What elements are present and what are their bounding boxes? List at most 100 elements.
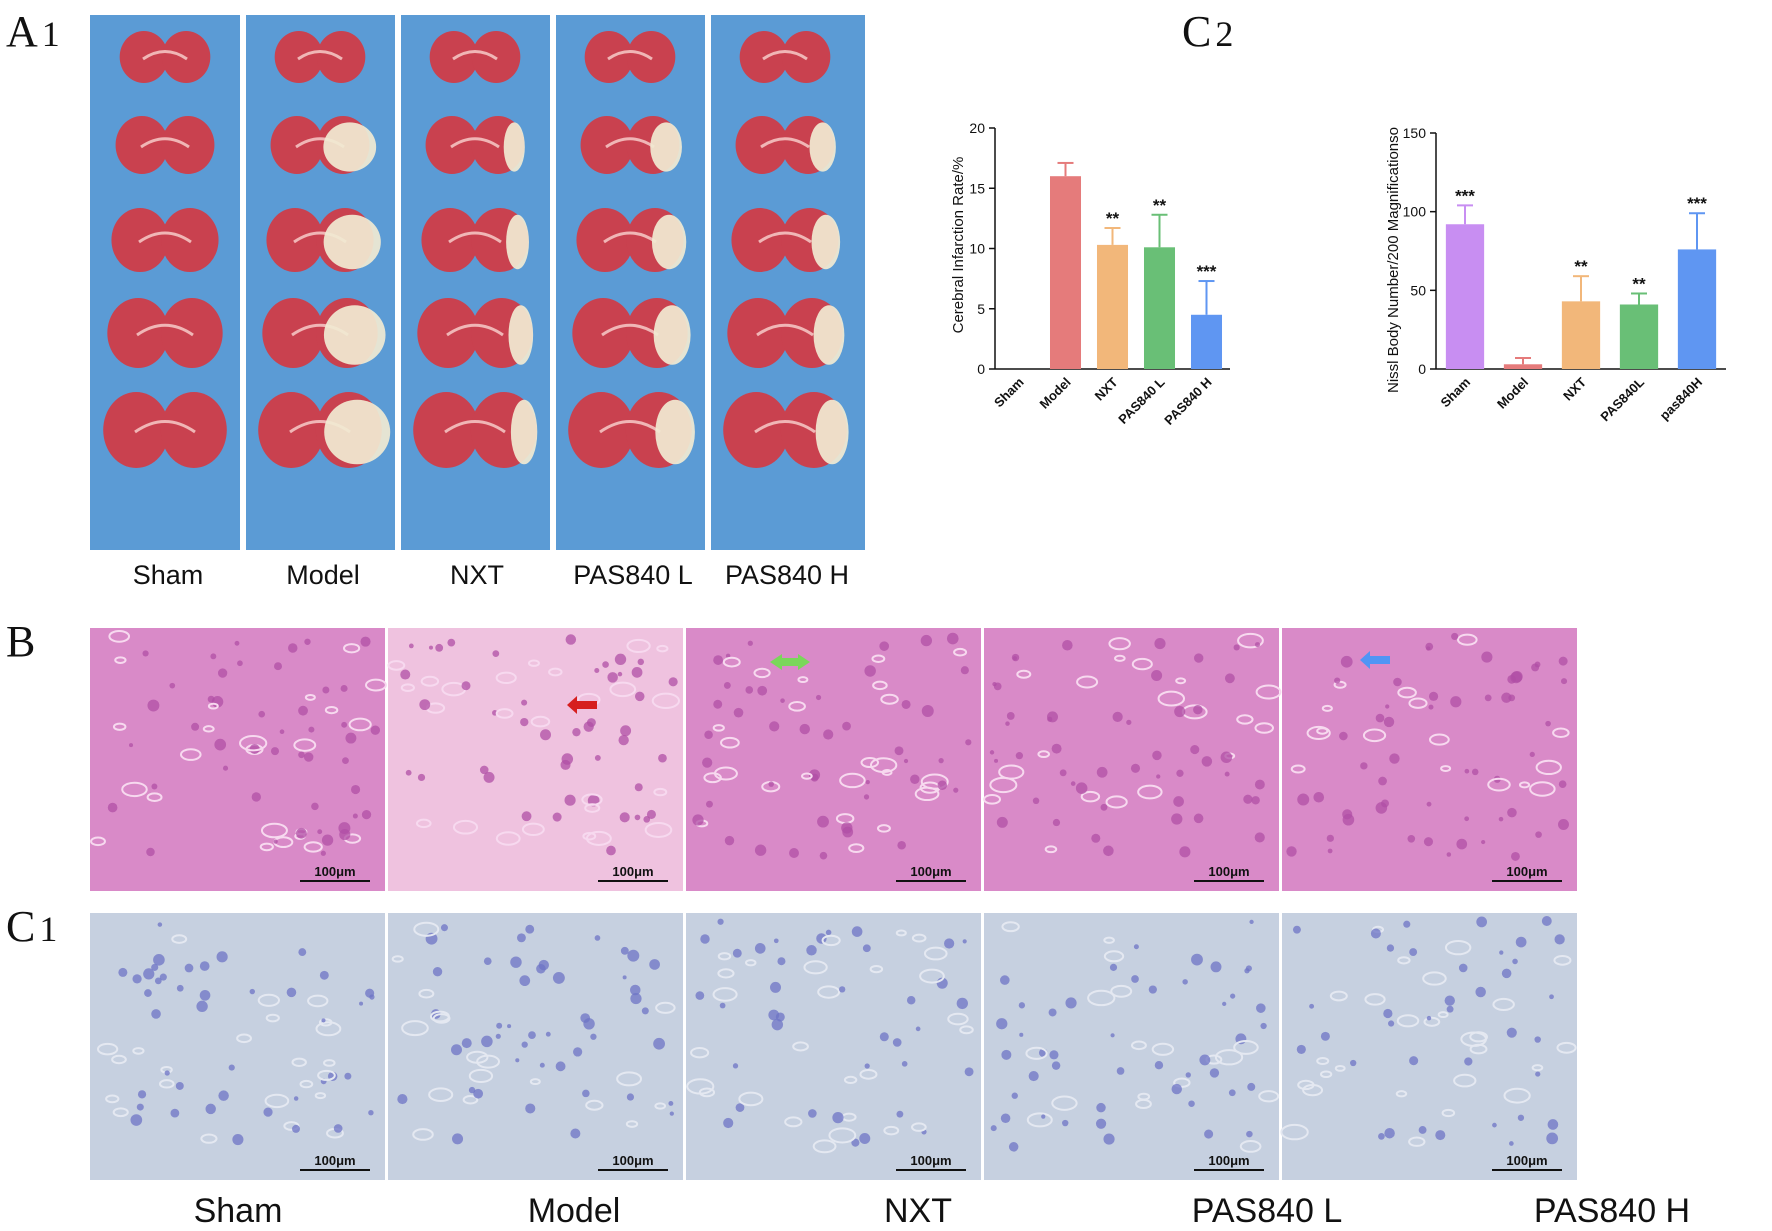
vacuole <box>839 772 866 789</box>
cell-nucleus <box>1342 809 1353 820</box>
cell-nucleus <box>879 1032 889 1042</box>
brain-slice <box>107 298 223 368</box>
vacuole <box>530 715 551 728</box>
vacuole <box>895 929 907 937</box>
cell-nucleus <box>298 751 305 759</box>
cell-nucleus <box>723 681 731 689</box>
bottom-label-pas840l: PAS840 L <box>1191 1192 1343 1230</box>
vacuole <box>1518 781 1531 789</box>
cell-nucleus <box>594 667 600 673</box>
cell-nucleus <box>994 758 999 763</box>
vacuole <box>753 667 771 679</box>
y-tick-label: 20 <box>969 120 985 136</box>
cell-nucleus <box>516 933 526 943</box>
cell-nucleus <box>1246 1130 1253 1138</box>
brain-slice <box>266 208 381 272</box>
cell-nucleus <box>879 641 890 651</box>
cell-nucleus <box>130 1114 143 1126</box>
cell-nucleus <box>1174 705 1186 718</box>
cell-nucleus <box>1446 1005 1454 1013</box>
he-micrograph-row: 100μm 100μm 100μm 100μm 100μm <box>90 628 1770 891</box>
cell-nucleus <box>1011 653 1020 662</box>
vacuole <box>323 1059 336 1067</box>
cell-nucleus <box>1507 807 1517 818</box>
brain-slice <box>417 298 534 368</box>
vacuole <box>911 1122 927 1132</box>
cell-nucleus <box>1531 663 1540 672</box>
vacuole <box>415 818 432 829</box>
cell-nucleus <box>481 1035 493 1048</box>
cell-nucleus <box>1224 771 1230 777</box>
cell-nucleus <box>157 922 163 927</box>
cell-nucleus <box>1512 958 1518 965</box>
arrow-head <box>1360 651 1370 669</box>
cell-nucleus <box>1409 1056 1419 1066</box>
cell-nucleus <box>1378 1133 1385 1140</box>
cell-nucleus <box>1286 846 1297 857</box>
cell-nucleus <box>333 1124 343 1133</box>
brain-slice <box>572 298 691 368</box>
slice-white-matter <box>134 420 196 434</box>
cell-nucleus <box>304 638 311 645</box>
cell-nucleus <box>773 938 779 944</box>
vacuole <box>257 993 281 1007</box>
cell-nucleus <box>461 1038 472 1049</box>
vacuole <box>609 681 637 698</box>
vacuole <box>817 985 841 999</box>
cell-nucleus <box>1152 750 1162 761</box>
panel-letter: C <box>6 902 36 951</box>
cell-nucleus <box>1313 791 1325 803</box>
cell-nucleus <box>1375 802 1388 814</box>
cell-nucleus <box>205 1103 216 1115</box>
cell-nucleus <box>286 987 297 998</box>
slice-white-matter <box>607 50 653 61</box>
vacuole <box>200 1133 218 1144</box>
x-tick-label: pas840H <box>1657 375 1705 423</box>
vacuole <box>1258 1090 1280 1103</box>
vacuole <box>1422 971 1447 986</box>
slice-white-matter <box>446 323 504 337</box>
vacuole <box>923 946 948 961</box>
vacuole <box>1016 669 1032 679</box>
cell-nucleus <box>249 743 260 755</box>
cell-nucleus <box>1561 678 1568 685</box>
cell-nucleus <box>851 1138 860 1147</box>
cell-nucleus <box>1498 816 1504 822</box>
cell-nucleus <box>368 1110 374 1116</box>
vacuole <box>529 1078 541 1086</box>
tray-label-model: Model <box>286 560 360 590</box>
cell-nucleus <box>964 1067 974 1077</box>
vacuole <box>1080 790 1101 803</box>
vacuole <box>626 638 651 653</box>
cell-nucleus <box>565 634 577 645</box>
cell-nucleus <box>863 794 870 800</box>
cell-nucleus <box>492 650 500 658</box>
tray-label-sham: Sham <box>132 560 204 590</box>
cell-nucleus <box>1182 979 1188 985</box>
cell-nucleus <box>1558 656 1568 666</box>
cell-nucleus <box>435 643 444 652</box>
cell-nucleus <box>1245 965 1252 972</box>
cell-nucleus <box>859 1133 871 1145</box>
cell-nucleus <box>273 839 278 844</box>
cell-nucleus <box>199 990 211 1001</box>
cell-nucleus <box>1251 796 1260 805</box>
cell-nucleus <box>1062 1119 1069 1127</box>
vacuole <box>828 1127 857 1144</box>
cell-nucleus <box>1070 781 1076 786</box>
y-tick-label: 0 <box>977 361 985 377</box>
cell-nucleus <box>468 1086 476 1094</box>
cell-nucleus <box>768 781 774 787</box>
cell-nucleus <box>321 834 334 846</box>
cell-nucleus <box>350 784 361 795</box>
cell-nucleus <box>496 1022 503 1029</box>
micrograph-panel: 100μm <box>387 628 683 891</box>
cell-nucleus <box>143 968 155 980</box>
cell-nucleus <box>808 1109 817 1118</box>
vacuole <box>548 667 563 677</box>
panel-letter: B <box>6 617 36 666</box>
vacuole <box>1135 1098 1152 1110</box>
cell-nucleus <box>910 774 920 784</box>
micrograph-background <box>1282 913 1577 1180</box>
cell-nucleus <box>545 1031 551 1037</box>
